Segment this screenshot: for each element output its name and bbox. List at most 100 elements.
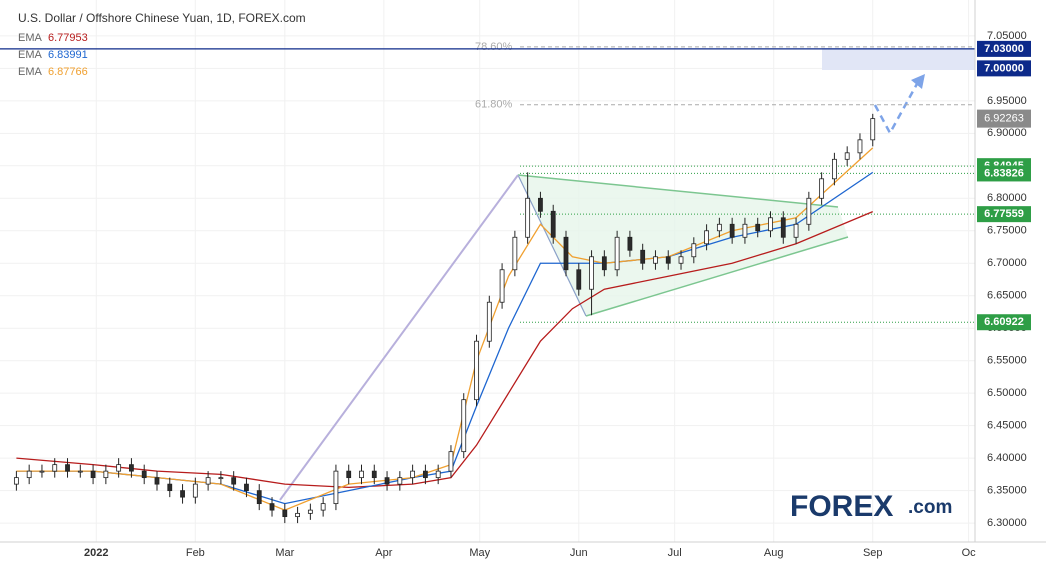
candle-body bbox=[346, 470, 352, 479]
x-tick-label: Jun bbox=[570, 547, 588, 559]
triangle-pattern bbox=[518, 175, 848, 316]
candle-body bbox=[499, 269, 505, 303]
fib-label: 61.80% bbox=[475, 99, 513, 111]
candle-body bbox=[359, 470, 364, 479]
candle-body bbox=[90, 470, 96, 479]
marks: 78.60% 61.80% bbox=[0, 41, 975, 524]
candle-body bbox=[653, 256, 658, 264]
price-tag: 6.83826 bbox=[984, 167, 1024, 179]
y-tick-label: 6.75000 bbox=[987, 225, 1027, 237]
logo: FOREX bbox=[790, 490, 893, 523]
price-tag-bg bbox=[977, 165, 1031, 182]
x-tick-label: May bbox=[469, 547, 490, 559]
y-tick-label: 6.35000 bbox=[987, 485, 1027, 497]
candle-body bbox=[870, 118, 876, 141]
legend-value: 6.87766 bbox=[48, 66, 88, 78]
y-tick-label: 6.90000 bbox=[987, 127, 1027, 139]
last-price: 6.92263 bbox=[984, 113, 1024, 125]
candle-body bbox=[691, 243, 697, 258]
x-tick-label: Feb bbox=[186, 547, 205, 559]
x-tick-label: 2022 bbox=[84, 547, 108, 559]
candle-body bbox=[295, 512, 300, 518]
candle-body bbox=[576, 269, 582, 290]
price-tag: 7.03000 bbox=[984, 43, 1024, 55]
legend-value: 6.83991 bbox=[48, 49, 88, 61]
candle-body bbox=[154, 477, 160, 485]
candle-body bbox=[550, 210, 556, 238]
candle-body bbox=[627, 236, 633, 251]
axis: 6.30000 6.35000 6.40000 6.45000 6.50000 6.550… bbox=[84, 30, 1031, 559]
candle-body bbox=[307, 509, 313, 514]
x-tick-label: Aug bbox=[764, 547, 784, 559]
candle-body bbox=[538, 197, 543, 212]
y-tick-label: 6.50000 bbox=[987, 387, 1027, 399]
y-tick-label: 6.30000 bbox=[987, 517, 1027, 529]
legend-name: EMA bbox=[18, 49, 43, 61]
legend-name: EMA bbox=[18, 66, 43, 78]
candle-body bbox=[26, 470, 32, 479]
candle-body bbox=[52, 464, 58, 472]
legend: EMA 6.77953 EMA 6.83991 EMA 6.87766 bbox=[18, 32, 88, 78]
ema-line bbox=[16, 210, 873, 489]
candle-body bbox=[320, 503, 326, 511]
candle-body bbox=[13, 477, 19, 485]
candle-body bbox=[39, 470, 45, 473]
y-tick-label: 6.80000 bbox=[987, 192, 1027, 204]
price-tag: 6.77559 bbox=[984, 208, 1024, 220]
candle-body bbox=[806, 197, 812, 225]
candle-body bbox=[793, 223, 799, 238]
candle-body bbox=[116, 464, 122, 472]
price-tag-bg bbox=[977, 40, 1031, 57]
impulse-line bbox=[279, 174, 519, 501]
candle-body bbox=[422, 470, 428, 479]
candle-body bbox=[448, 451, 454, 472]
candle-body bbox=[742, 223, 748, 238]
candle-body bbox=[665, 256, 671, 264]
triangle-top bbox=[517, 174, 839, 208]
candle-body bbox=[282, 509, 288, 518]
y-tick-label: 6.65000 bbox=[987, 290, 1027, 302]
candle-body bbox=[768, 217, 773, 232]
x-tick-label: Jul bbox=[668, 547, 682, 559]
candle-body bbox=[269, 503, 275, 511]
candle-body bbox=[729, 223, 735, 238]
y-tick-label: 6.95000 bbox=[987, 95, 1027, 107]
candle-body bbox=[614, 236, 620, 271]
candle-body bbox=[832, 158, 837, 180]
chart-title: U.S. Dollar / Offshore Chinese Yuan, 1D,… bbox=[18, 11, 306, 25]
candle-body bbox=[844, 152, 850, 160]
candle-body bbox=[563, 236, 569, 271]
candle-body bbox=[486, 301, 492, 342]
candle-body bbox=[435, 470, 441, 479]
candle-body bbox=[589, 256, 594, 290]
y-tick-label: 6.40000 bbox=[987, 452, 1027, 464]
arrow-head bbox=[911, 74, 925, 89]
candle-body bbox=[755, 223, 761, 232]
x-tick-label: Apr bbox=[375, 547, 392, 559]
candle-body bbox=[141, 470, 147, 479]
candle-body bbox=[704, 230, 709, 245]
candle-body bbox=[231, 477, 237, 485]
candle-body bbox=[244, 483, 249, 492]
candle-body bbox=[474, 340, 479, 401]
candle-body bbox=[205, 477, 211, 485]
candle-body bbox=[512, 236, 518, 271]
x-tick-label: Sep bbox=[863, 547, 883, 559]
candle-body bbox=[601, 256, 607, 271]
candle-body bbox=[819, 178, 825, 199]
y-tick-label: 6.70000 bbox=[987, 257, 1027, 269]
candle-body bbox=[65, 464, 70, 472]
price-tag-bg bbox=[977, 314, 1031, 331]
candle-body bbox=[857, 139, 863, 154]
candle-body bbox=[180, 490, 185, 498]
candle-body bbox=[77, 470, 83, 473]
candle-body bbox=[678, 256, 684, 264]
candle-body bbox=[525, 197, 531, 238]
x-tick-label: Mar bbox=[275, 547, 294, 559]
candle-body bbox=[410, 470, 416, 479]
candle-body bbox=[129, 464, 134, 472]
y-tick-label: 6.45000 bbox=[987, 420, 1027, 432]
triangle-bottom bbox=[585, 236, 849, 317]
